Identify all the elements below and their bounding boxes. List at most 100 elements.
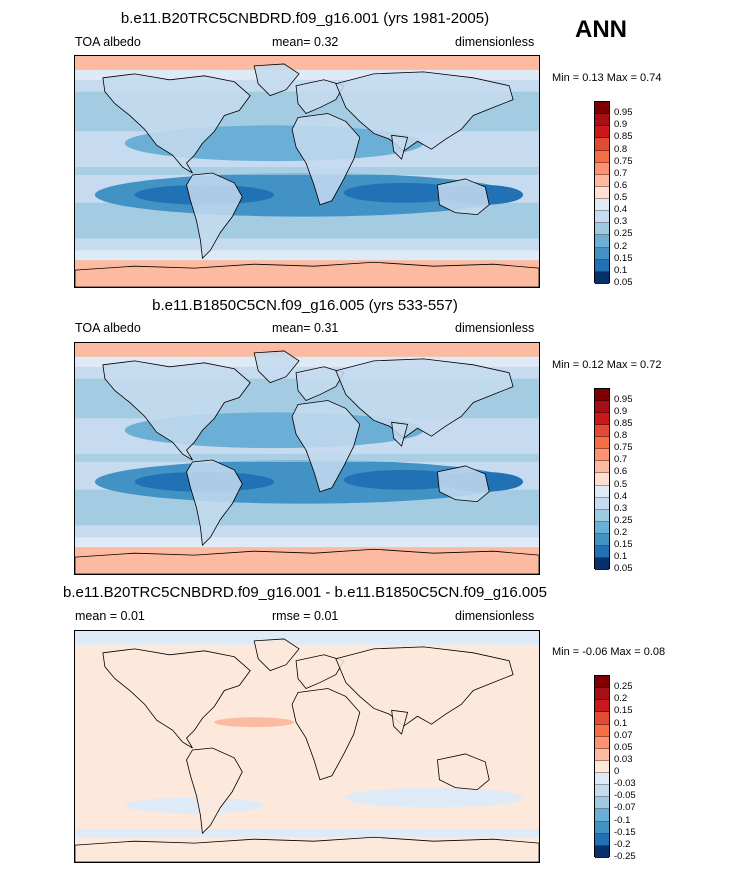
colorbar-tick-label: 0.25	[614, 514, 633, 526]
colorbar-swatch	[595, 785, 609, 798]
colorbar-swatch	[595, 736, 609, 749]
colorbar-swatch	[595, 688, 609, 701]
colorbar-swatch	[595, 521, 609, 534]
panel-2-colorbar	[594, 388, 610, 570]
panel-2-variable: TOA albedo	[75, 321, 141, 335]
colorbar-tick-label: 0.3	[614, 216, 628, 228]
panel-2-map	[74, 342, 540, 575]
colorbar-tick-label: 0.9	[614, 406, 628, 418]
panel-1-map	[74, 55, 540, 288]
panel-3-mean: mean = 0.01	[75, 609, 145, 623]
colorbar-swatch	[595, 497, 609, 510]
colorbar-tick-label: 0.7	[614, 167, 628, 179]
colorbar-tick-label: 0.2	[614, 526, 628, 538]
colorbar-swatch	[595, 676, 609, 689]
panel-3-units: dimensionless	[455, 609, 535, 623]
colorbar-swatch	[595, 102, 609, 115]
colorbar-tick-label: 0.07	[614, 729, 633, 741]
colorbar-tick-label: 0.3	[614, 502, 628, 514]
colorbar-tick-label: -0.15	[614, 826, 636, 838]
colorbar-tick-label: 0.95	[614, 107, 633, 119]
panel-3-title: b.e11.B20TRC5CNBDRD.f09_g16.001 - b.e11.…	[63, 584, 547, 601]
colorbar-tick-label: 0.8	[614, 430, 628, 442]
colorbar-tick-label: 0.15	[614, 538, 633, 550]
panel-2-minmax: Min = 0.12 Max = 0.72	[552, 359, 662, 371]
colorbar-swatch	[595, 401, 609, 414]
colorbar-swatch	[595, 114, 609, 127]
colorbar-tick-label: 0.4	[614, 490, 628, 502]
colorbar-swatch	[595, 797, 609, 810]
colorbar-tick-label: -0.1	[614, 814, 631, 826]
colorbar-tick-label: 0.1	[614, 264, 628, 276]
colorbar-tick-label: 0.25	[614, 681, 633, 693]
colorbar-swatch	[595, 199, 609, 212]
colorbar-tick-label: 0.4	[614, 204, 628, 216]
colorbar-swatch	[595, 437, 609, 450]
colorbar-tick-label: 0.85	[614, 418, 633, 430]
season-label: ANN	[575, 16, 627, 43]
panel-3-colorbar	[594, 675, 610, 858]
colorbar-swatch	[595, 557, 609, 570]
colorbar-swatch	[595, 712, 609, 725]
colorbar-swatch	[595, 186, 609, 199]
colorbar-swatch	[595, 748, 609, 761]
colorbar-swatch	[595, 485, 609, 498]
colorbar-tick-label: 0.1	[614, 717, 628, 729]
colorbar-tick-label: 0.15	[614, 705, 633, 717]
colorbar-swatch	[595, 545, 609, 558]
colorbar-tick-label: 0.2	[614, 693, 628, 705]
panel-2-title: b.e11.B1850C5CN.f09_g16.005 (yrs 533-557…	[152, 297, 458, 314]
colorbar-tick-label: 0.9	[614, 119, 628, 131]
colorbar-tick-label: -0.25	[614, 851, 636, 862]
colorbar-tick-label: 0.15	[614, 252, 633, 264]
colorbar-tick-label: -0.07	[614, 802, 636, 814]
panel-1-mean: mean= 0.32	[272, 35, 339, 49]
colorbar-swatch	[595, 150, 609, 163]
panel-1-variable: TOA albedo	[75, 35, 141, 49]
colorbar-swatch	[595, 211, 609, 224]
colorbar-swatch	[595, 425, 609, 438]
colorbar-swatch	[595, 509, 609, 522]
colorbar-swatch	[595, 461, 609, 474]
colorbar-tick-label: -0.05	[614, 790, 636, 802]
colorbar-swatch	[595, 389, 609, 402]
panel-2-units: dimensionless	[455, 321, 535, 335]
colorbar-swatch	[595, 162, 609, 175]
colorbar-tick-label: 0.1	[614, 550, 628, 562]
colorbar-swatch	[595, 126, 609, 139]
colorbar-swatch	[595, 413, 609, 426]
colorbar-swatch	[595, 138, 609, 151]
colorbar-tick-label: 0.5	[614, 192, 628, 204]
colorbar-tick-label: 0.75	[614, 442, 633, 454]
colorbar-tick-label: 0.85	[614, 131, 633, 143]
colorbar-swatch	[595, 223, 609, 236]
colorbar-tick-label: 0.75	[614, 155, 633, 167]
colorbar-tick-label: -0.03	[614, 778, 636, 790]
colorbar-swatch	[595, 271, 609, 284]
colorbar-tick-label: 0.05	[614, 563, 633, 574]
colorbar-tick-label: 0.95	[614, 394, 633, 406]
colorbar-swatch	[595, 533, 609, 546]
colorbar-tick-label: 0.6	[614, 179, 628, 191]
colorbar-tick-label: 0.25	[614, 228, 633, 240]
colorbar-swatch	[595, 773, 609, 786]
panel-1-units: dimensionless	[455, 35, 535, 49]
colorbar-tick-label: 0.05	[614, 741, 633, 753]
colorbar-tick-label: 0.8	[614, 143, 628, 155]
colorbar-swatch	[595, 821, 609, 834]
panel-3-map	[74, 630, 540, 863]
panel-3-rmse: rmse = 0.01	[272, 609, 339, 623]
colorbar-tick-label: -0.2	[614, 838, 631, 850]
panel-2-mean: mean= 0.31	[272, 321, 339, 335]
colorbar-tick-label: 0	[614, 766, 620, 778]
colorbar-tick-label: 0.5	[614, 478, 628, 490]
colorbar-swatch	[595, 833, 609, 846]
colorbar-swatch	[595, 700, 609, 713]
colorbar-swatch	[595, 760, 609, 773]
colorbar-swatch	[595, 449, 609, 462]
colorbar-swatch	[595, 235, 609, 248]
colorbar-tick-label: 0.05	[614, 277, 633, 288]
panel-3-minmax: Min = -0.06 Max = 0.08	[552, 646, 666, 658]
colorbar-tick-label: 0.6	[614, 466, 628, 478]
colorbar-swatch	[595, 473, 609, 486]
